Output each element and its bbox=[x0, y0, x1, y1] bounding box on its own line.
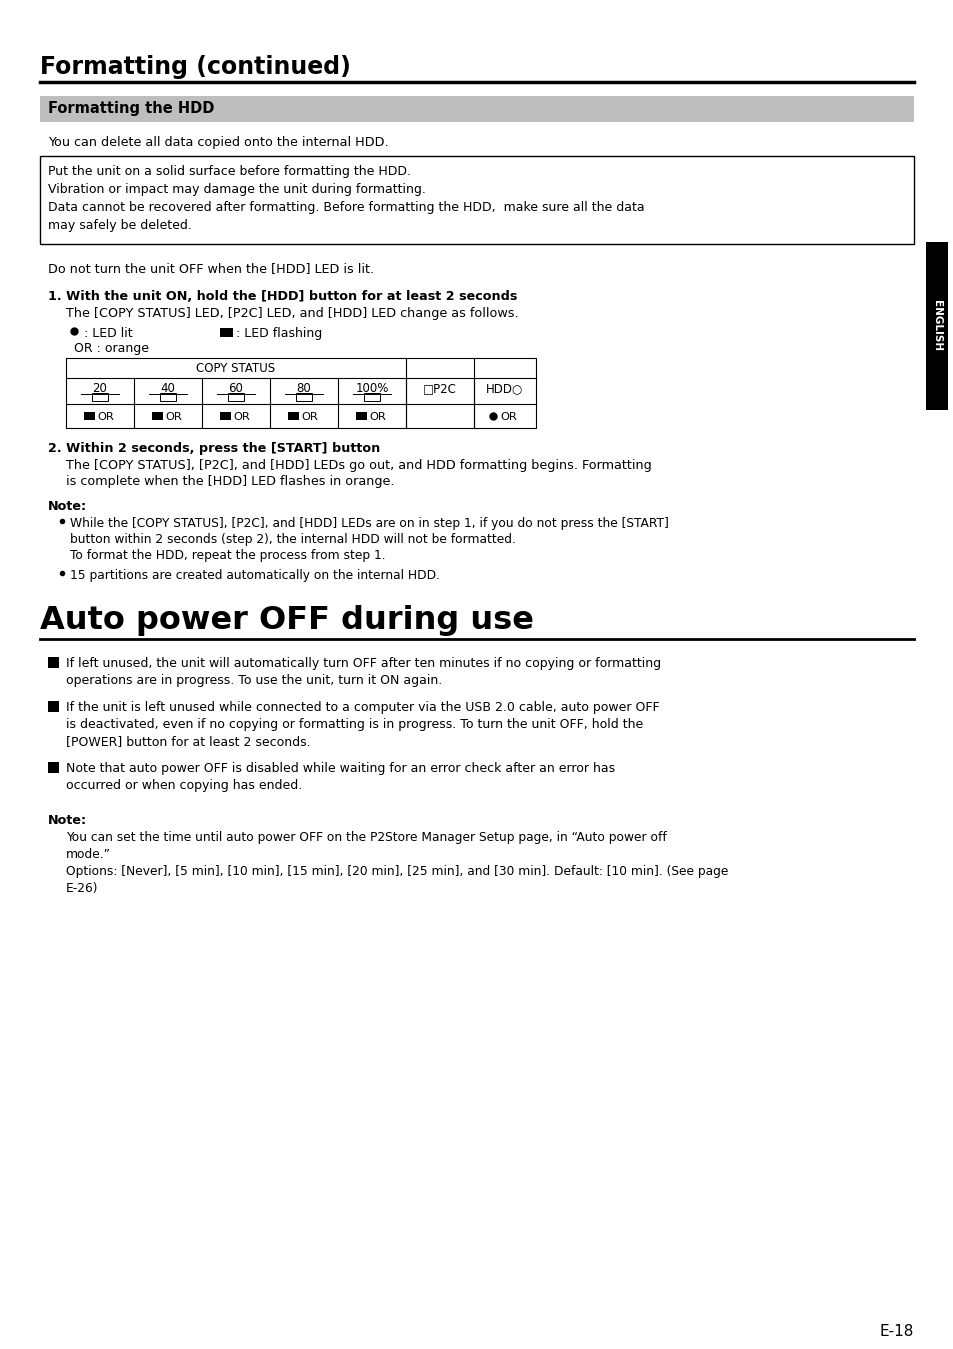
Text: Formatting the HDD: Formatting the HDD bbox=[48, 101, 214, 116]
Text: E-26): E-26) bbox=[66, 882, 98, 894]
Text: : LED lit: : LED lit bbox=[84, 326, 132, 340]
Text: Note that auto power OFF is disabled while waiting for an error check after an e: Note that auto power OFF is disabled whi… bbox=[66, 762, 615, 774]
Text: mode.”: mode.” bbox=[66, 849, 111, 861]
Text: Note:: Note: bbox=[48, 813, 87, 827]
Text: OR: OR bbox=[165, 411, 182, 422]
Text: Put the unit on a solid surface before formatting the HDD.: Put the unit on a solid surface before f… bbox=[48, 165, 411, 178]
Bar bbox=[288, 411, 298, 420]
Bar bbox=[355, 411, 367, 420]
Text: OR: OR bbox=[233, 411, 250, 422]
Text: If the unit is left unused while connected to a computer via the USB 2.0 cable, : If the unit is left unused while connect… bbox=[66, 701, 659, 714]
Text: While the [COPY STATUS], [P2C], and [HDD] LEDs are on in step 1, if you do not p: While the [COPY STATUS], [P2C], and [HDD… bbox=[70, 517, 668, 530]
Text: To format the HDD, repeat the process from step 1.: To format the HDD, repeat the process fr… bbox=[70, 549, 385, 563]
Text: occurred or when copying has ended.: occurred or when copying has ended. bbox=[66, 778, 302, 792]
Text: COPY STATUS: COPY STATUS bbox=[196, 362, 275, 375]
Text: Options: [Never], [5 min], [10 min], [15 min], [20 min], [25 min], and [30 min].: Options: [Never], [5 min], [10 min], [15… bbox=[66, 865, 727, 878]
Text: You can set the time until auto power OFF on the P2Store Manager Setup page, in : You can set the time until auto power OF… bbox=[66, 831, 666, 844]
Text: OR: OR bbox=[97, 411, 113, 422]
Bar bbox=[295, 393, 312, 401]
Text: may safely be deleted.: may safely be deleted. bbox=[48, 219, 192, 232]
Bar bbox=[228, 393, 244, 401]
Text: 15 partitions are created automatically on the internal HDD.: 15 partitions are created automatically … bbox=[70, 569, 439, 581]
Text: Formatting (continued): Formatting (continued) bbox=[40, 55, 351, 80]
Text: The [COPY STATUS], [P2C], and [HDD] LEDs go out, and HDD formatting begins. Form: The [COPY STATUS], [P2C], and [HDD] LEDs… bbox=[66, 459, 651, 472]
Bar bbox=[48, 701, 59, 712]
Text: The [COPY STATUS] LED, [P2C] LED, and [HDD] LED change as follows.: The [COPY STATUS] LED, [P2C] LED, and [H… bbox=[66, 308, 518, 320]
Bar bbox=[40, 156, 913, 244]
Text: ENGLISH: ENGLISH bbox=[931, 301, 941, 352]
Bar bbox=[40, 96, 913, 121]
Text: You can delete all data copied onto the internal HDD.: You can delete all data copied onto the … bbox=[48, 136, 388, 148]
Text: : LED flashing: : LED flashing bbox=[235, 326, 322, 340]
Text: OR: OR bbox=[499, 411, 517, 422]
Text: button within 2 seconds (step 2), the internal HDD will not be formatted.: button within 2 seconds (step 2), the in… bbox=[70, 533, 516, 546]
Text: Auto power OFF during use: Auto power OFF during use bbox=[40, 604, 534, 635]
Text: 20: 20 bbox=[92, 382, 108, 395]
Text: OR : orange: OR : orange bbox=[74, 343, 149, 355]
Bar bbox=[925, 241, 947, 410]
Text: 2. Within 2 seconds, press the [START] button: 2. Within 2 seconds, press the [START] b… bbox=[48, 442, 380, 455]
Text: 80: 80 bbox=[296, 382, 311, 395]
Text: Note:: Note: bbox=[48, 500, 87, 513]
Text: OR: OR bbox=[369, 411, 385, 422]
Bar bbox=[84, 411, 95, 420]
Text: Vibration or impact may damage the unit during formatting.: Vibration or impact may damage the unit … bbox=[48, 183, 425, 196]
Bar bbox=[48, 762, 59, 773]
Bar bbox=[364, 393, 379, 401]
Text: is complete when the [HDD] LED flashes in orange.: is complete when the [HDD] LED flashes i… bbox=[66, 475, 395, 488]
Bar bbox=[48, 657, 59, 668]
Bar bbox=[220, 328, 233, 337]
Bar bbox=[220, 411, 231, 420]
Text: OR: OR bbox=[301, 411, 317, 422]
Text: is deactivated, even if no copying or formatting is in progress. To turn the uni: is deactivated, even if no copying or fo… bbox=[66, 718, 642, 731]
Text: 40: 40 bbox=[160, 382, 175, 395]
Text: Data cannot be recovered after formatting. Before formatting the HDD,  make sure: Data cannot be recovered after formattin… bbox=[48, 201, 644, 214]
Bar bbox=[152, 411, 163, 420]
Text: HDD○: HDD○ bbox=[486, 382, 523, 395]
Bar bbox=[160, 393, 175, 401]
Text: 1. With the unit ON, hold the [HDD] button for at least 2 seconds: 1. With the unit ON, hold the [HDD] butt… bbox=[48, 290, 517, 304]
Text: [POWER] button for at least 2 seconds.: [POWER] button for at least 2 seconds. bbox=[66, 735, 311, 747]
Bar bbox=[66, 357, 536, 428]
Bar bbox=[91, 393, 108, 401]
Text: If left unused, the unit will automatically turn OFF after ten minutes if no cop: If left unused, the unit will automatica… bbox=[66, 657, 660, 670]
Text: □P2C: □P2C bbox=[422, 382, 456, 395]
Text: 100%: 100% bbox=[355, 382, 388, 395]
Text: 60: 60 bbox=[229, 382, 243, 395]
Text: E-18: E-18 bbox=[879, 1323, 913, 1340]
Text: Do not turn the unit OFF when the [HDD] LED is lit.: Do not turn the unit OFF when the [HDD] … bbox=[48, 262, 374, 275]
Text: operations are in progress. To use the unit, turn it ON again.: operations are in progress. To use the u… bbox=[66, 674, 442, 687]
